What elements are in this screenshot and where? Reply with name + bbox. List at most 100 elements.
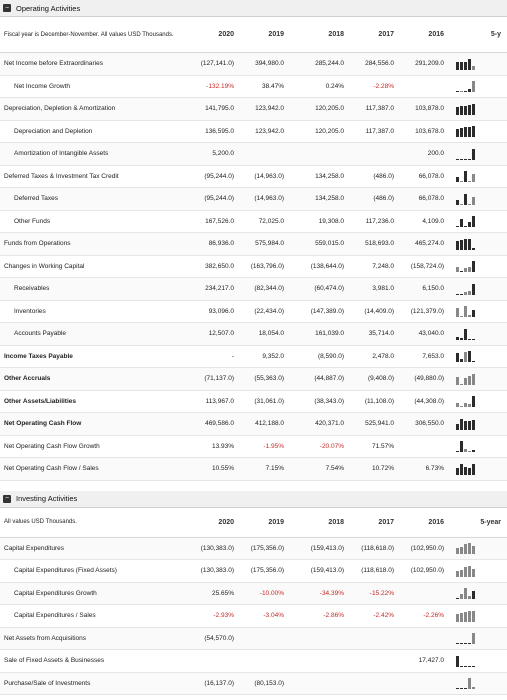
row-label: Purchase/Sale of Investments <box>4 679 91 687</box>
row-value: (14,409.0) <box>364 307 394 315</box>
trend-bar <box>460 463 463 475</box>
trend-bar <box>468 467 471 475</box>
table-row: Sale of Fixed Assets & Businesses 17,427.… <box>0 650 507 673</box>
row-value: 420,371.0 <box>315 420 344 428</box>
row-value: 43,040.0 <box>418 330 444 338</box>
trend-bar <box>464 193 467 205</box>
row-value: 2,478.0 <box>372 352 394 360</box>
trend-chart <box>450 80 507 93</box>
trend-bar <box>460 271 463 273</box>
trend-bar <box>468 420 471 430</box>
trend-bar <box>464 105 467 115</box>
row-label: Capital Expenditures Growth <box>14 589 97 597</box>
table-row: Inventories 93,096.0 (22,434.0) (147,389.0)… <box>0 301 507 323</box>
table-row: Purchase/Sale of Investments (16,137.0) (8… <box>0 672 507 695</box>
trend-bar <box>464 466 467 475</box>
trend-bar <box>456 655 459 667</box>
collapse-icon[interactable]: − <box>3 4 11 12</box>
row-value: -2.86% <box>323 612 344 620</box>
trend-bar <box>472 396 475 408</box>
row-value: 19,308.0 <box>318 217 344 225</box>
trend-bar <box>460 91 463 93</box>
trend-chart <box>450 373 507 385</box>
trend-bar <box>472 103 475 115</box>
row-value: (130,383.0) <box>200 567 234 575</box>
row-label: Net Income Growth <box>14 82 70 90</box>
row-value: 123,942.0 <box>255 127 284 135</box>
trend-bar <box>456 226 459 228</box>
row-label: Capital Expenditures / Sales <box>14 612 96 620</box>
year-header: 2018 <box>328 31 344 38</box>
trend-bar <box>460 612 463 622</box>
row-value: 284,556.0 <box>365 60 394 68</box>
trend-bar <box>456 267 459 273</box>
row-label: Other Accruals <box>4 375 51 383</box>
row-value: 7.15% <box>265 465 284 473</box>
row-value: 117,387.0 <box>365 105 394 113</box>
trend-bar <box>468 351 471 363</box>
trend-bar <box>472 610 475 622</box>
trend-bar <box>456 598 459 600</box>
year-header: 2019 <box>268 31 284 38</box>
trend-bar <box>472 261 475 273</box>
row-value: -20.07% <box>319 442 344 450</box>
table-row: Depreciation and Depletion 136,595.0 123,9… <box>0 121 507 143</box>
trend-bar <box>468 375 471 385</box>
trend-bar <box>468 451 471 453</box>
trend-bar <box>464 127 467 138</box>
row-value: 13.93% <box>211 442 234 450</box>
trend-bar <box>460 337 463 340</box>
row-label: Capital Expenditures <box>4 544 64 552</box>
trend-bar <box>456 643 459 645</box>
row-value: -3.04% <box>263 612 284 620</box>
trend-chart <box>450 193 507 205</box>
row-label: Depreciation, Depletion & Amortization <box>4 105 116 113</box>
row-label: Inventories <box>14 307 46 315</box>
trend-bar <box>468 338 471 340</box>
collapse-icon[interactable]: − <box>3 494 11 503</box>
table-row: Income Taxes Payable - 9,352.0 (8,590.0) 2,4… <box>0 346 507 368</box>
trend-bar <box>464 158 467 160</box>
row-value: 141,795.0 <box>205 105 234 113</box>
table-row: Other Assets/Liabilities 113,967.0 (31,061… <box>0 391 507 413</box>
trend-bar <box>472 196 475 205</box>
row-label: Net Assets from Acquisitions <box>4 634 87 642</box>
row-value: 0.24% <box>325 82 344 90</box>
row-label: Net Income before Extraordinaries <box>4 60 103 68</box>
trend-bar <box>464 226 467 228</box>
trend-bar <box>472 546 475 555</box>
trend-header: 5-y <box>490 31 501 38</box>
row-value: -10.00% <box>259 589 284 597</box>
trend-bar <box>468 678 471 690</box>
row-value: (44,308.0) <box>414 397 444 405</box>
row-value: -34.39% <box>319 589 344 597</box>
row-value: (54,570.0) <box>204 634 234 642</box>
values-note: All values USD Thousands. <box>4 519 77 525</box>
row-value: -132.19% <box>206 82 234 90</box>
row-value: 35,714.0 <box>368 330 394 338</box>
row-value: (175,356.0) <box>250 567 284 575</box>
row-value: 518,693.0 <box>365 240 394 248</box>
trend-bar <box>460 61 463 70</box>
row-value: 200.0 <box>427 150 444 158</box>
row-value: (102,950.0) <box>410 567 444 575</box>
trend-bar <box>456 467 459 475</box>
row-value: 71.57% <box>371 442 394 450</box>
row-value: 103,678.0 <box>415 127 444 135</box>
row-value: -15.22% <box>369 589 394 597</box>
trend-bar <box>472 463 475 475</box>
trend-bar <box>472 419 475 430</box>
row-value: 7,248.0 <box>372 262 394 270</box>
row-value: 103,878.0 <box>415 105 444 113</box>
trend-bar <box>464 61 467 70</box>
operating-header[interactable]: − Operating Activities <box>0 0 507 17</box>
investing-header[interactable]: − Investing Activities <box>0 490 507 508</box>
row-value: (175,356.0) <box>250 544 284 552</box>
table-header: Fiscal year is December-November. All va… <box>0 17 507 53</box>
trend-bar <box>472 568 475 577</box>
trend-bar <box>456 61 459 70</box>
row-value: 38.47% <box>261 82 284 90</box>
trend-bar <box>464 449 467 453</box>
row-label: Funds from Operations <box>4 240 71 248</box>
trend-bar <box>464 238 467 250</box>
